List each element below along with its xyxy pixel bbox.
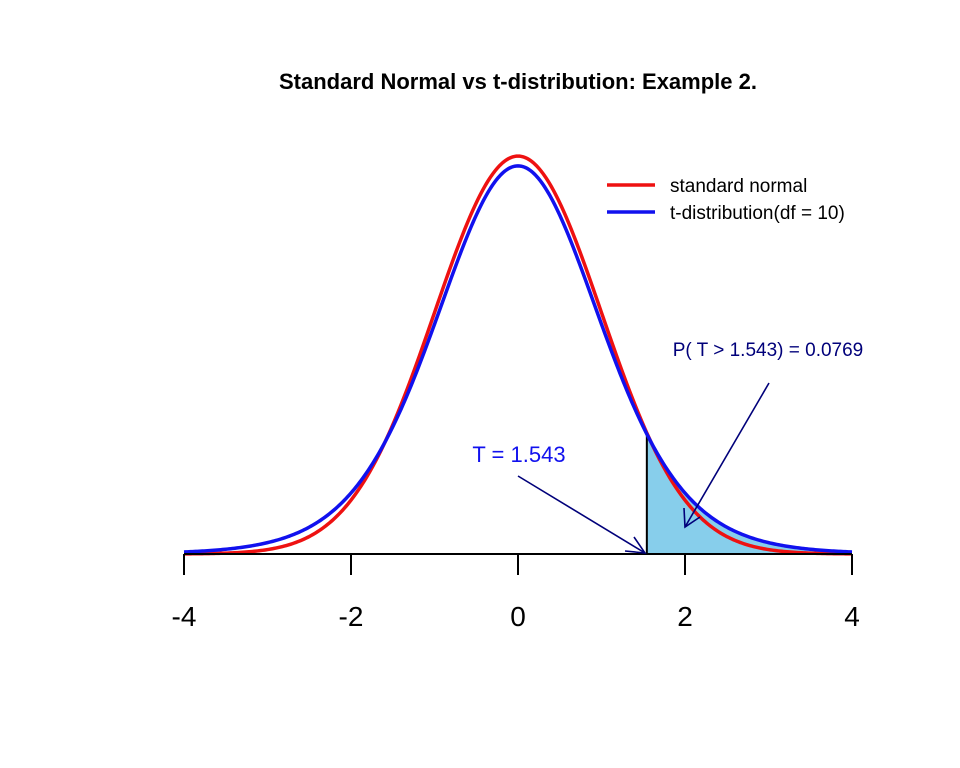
x-tick-label: 4 (844, 601, 860, 632)
t-distribution-curve (183, 164, 853, 554)
legend: standard normal t-distribution(df = 10) (607, 176, 845, 224)
t-value-label: T = 1.543 (472, 442, 565, 467)
probability-arrow (683, 382, 770, 529)
legend-label-t-distribution: t-distribution(df = 10) (670, 203, 845, 224)
probability-label: P( T > 1.543) = 0.0769 (673, 340, 864, 361)
standard-normal-curve (183, 154, 853, 556)
x-tick-label: 2 (677, 601, 693, 632)
tail-probability-area (646, 434, 852, 554)
t-value-arrow (517, 475, 647, 554)
x-tick-label: 0 (510, 601, 526, 632)
x-tick-label: -4 (172, 601, 197, 632)
legend-label-standard-normal: standard normal (670, 176, 807, 197)
x-tick-label: -2 (339, 601, 364, 632)
x-axis-ticks: -4 -2 0 2 4 (172, 554, 860, 632)
chart-title: Standard Normal vs t-distribution: Examp… (279, 69, 757, 94)
